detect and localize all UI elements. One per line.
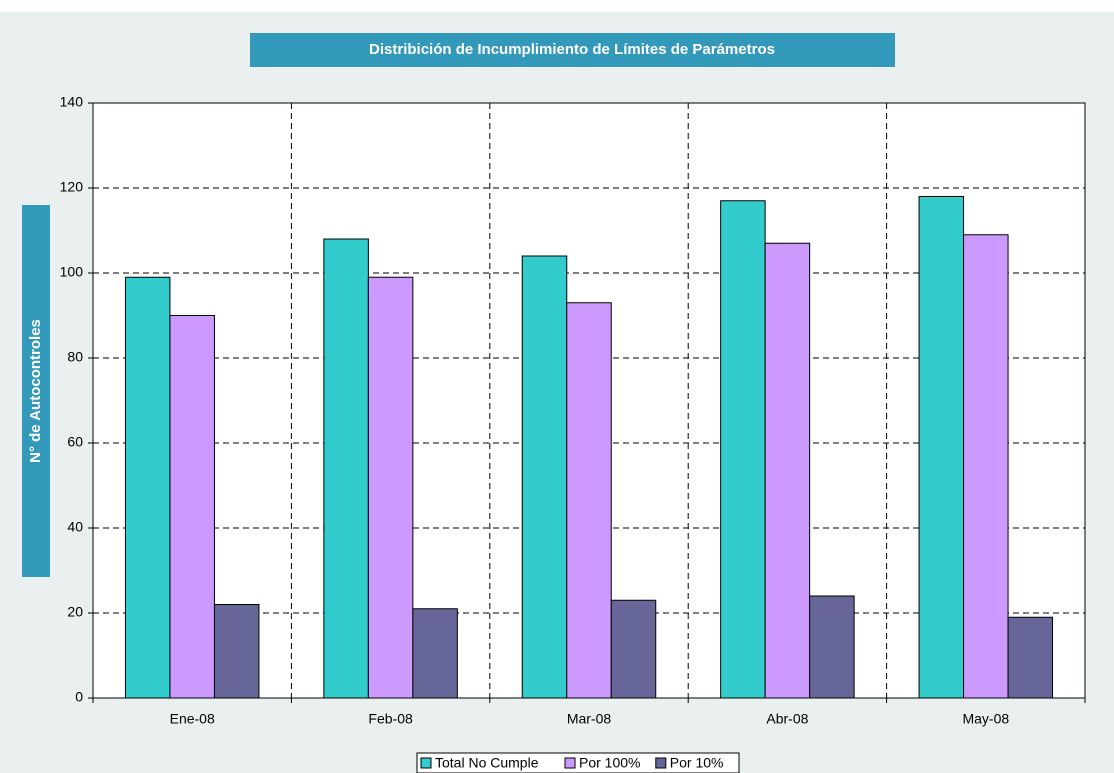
legend: Total No Cumple Por 100% Por 10%: [416, 752, 740, 773]
y-tick-label: 100: [60, 264, 84, 280]
x-tick-label: Mar-08: [567, 711, 612, 727]
y-label-box: [22, 205, 50, 577]
y-tick-label: 0: [75, 689, 83, 705]
bar: [412, 608, 458, 699]
bar: [323, 238, 369, 699]
y-tick-label: 120: [60, 179, 84, 195]
y-tick-label: 20: [67, 604, 83, 620]
bar: [566, 302, 612, 699]
y-tick-label: 60: [67, 434, 83, 450]
bar: [918, 196, 965, 699]
y-tick-label: 80: [67, 349, 83, 365]
legend-label: Por 10%: [670, 755, 724, 771]
bar: [169, 315, 215, 699]
x-tick-label: Ene-08: [170, 711, 215, 727]
x-tick-label: Abr-08: [766, 711, 808, 727]
bar: [809, 595, 855, 699]
chart-title: Distribición de Incumplimiento de Límite…: [369, 41, 775, 58]
x-tick-label: May-08: [962, 711, 1009, 727]
bar: [367, 276, 414, 699]
x-tick-label: Feb-08: [368, 711, 413, 727]
bar: [521, 255, 568, 699]
y-tick-label: 140: [60, 94, 84, 110]
bar: [610, 599, 657, 699]
bar: [213, 604, 260, 699]
legend-swatch: [564, 757, 576, 769]
bar: [963, 234, 1009, 699]
y-axis-label: N° de Autocontroles: [27, 319, 44, 463]
bar: [720, 200, 766, 699]
legend-swatch: [420, 757, 432, 769]
y-tick-label: 40: [67, 519, 83, 535]
legend-label: Por 100%: [579, 755, 640, 771]
top-strip: [0, 0, 1114, 12]
bar: [764, 242, 811, 699]
legend-label: Total No Cumple: [435, 755, 539, 771]
bar: [1007, 616, 1054, 699]
bar: [124, 276, 171, 699]
legend-swatch: [655, 757, 667, 769]
title-box: [250, 33, 895, 67]
